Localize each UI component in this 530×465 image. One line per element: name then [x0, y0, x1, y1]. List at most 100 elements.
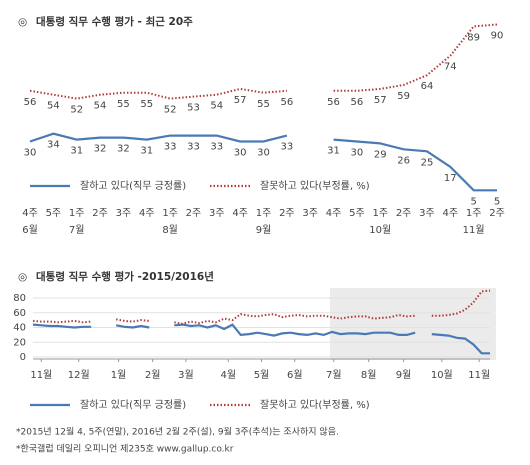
data-label: 56 [24, 97, 37, 108]
y-tick-label: 80 [13, 293, 26, 304]
x-tick-label: 3주 [302, 208, 318, 219]
legend-label: 잘하고 있다(직무 긍정률) [80, 398, 186, 411]
x-tick-label: 3주 [209, 208, 225, 219]
data-label: 57 [234, 95, 247, 106]
x-tick-label: 2주 [186, 208, 202, 219]
x-tick-label: 1주 [466, 208, 482, 219]
data-label: 31 [327, 146, 340, 157]
footnote: *2015년 12월 4, 5주(연말), 2016년 2월 2주(설), 9월… [16, 426, 339, 438]
x-tick-label: 5주 [46, 208, 62, 219]
data-label: 5 [470, 196, 476, 207]
x-tick-label: 5주 [349, 208, 365, 219]
data-label: 59 [397, 91, 410, 102]
x-tick-label: 9월 [396, 369, 412, 381]
x-tick-label: 7월 [326, 369, 342, 381]
x-tick-label: 2주 [279, 208, 295, 219]
series-line [32, 323, 490, 355]
data-label: 52 [70, 105, 83, 116]
data-label: 55 [140, 99, 153, 110]
data-label: 32 [117, 144, 130, 155]
data-label: 32 [94, 144, 107, 155]
data-label: 55 [257, 99, 270, 110]
data-label: 74 [444, 62, 457, 73]
data-label: 33 [210, 142, 223, 153]
x-tick-label: 3주 [116, 208, 132, 219]
data-label: 52 [164, 105, 177, 116]
x-tick-label: 1주 [372, 208, 388, 219]
data-label: 33 [280, 142, 293, 153]
x-tick-label: 1주 [256, 208, 272, 219]
data-label: 34 [47, 140, 60, 151]
x-tick-label: 1월 [111, 369, 127, 381]
series-line [32, 289, 491, 325]
data-label: 56 [351, 97, 364, 108]
x-tick-label: 2주 [92, 208, 108, 219]
x-tick-label: 3주 [419, 208, 435, 219]
series-line [29, 23, 498, 100]
x-month-label: 10월 [369, 224, 391, 236]
x-month-label: 6월 [22, 224, 38, 236]
x-tick-label: 12월 [68, 369, 90, 381]
x-month-label: 7월 [69, 224, 85, 236]
data-label: 33 [187, 142, 200, 153]
x-month-label: 8월 [162, 224, 178, 236]
x-tick-label: 2주 [489, 208, 505, 219]
x-tick-label: 4주 [443, 208, 459, 219]
data-label: 90 [491, 31, 504, 42]
x-tick-label: 6월 [287, 369, 303, 381]
y-tick-label: 0 [20, 352, 26, 363]
x-tick-label: 2주 [396, 208, 412, 219]
data-label: 25 [421, 157, 434, 168]
x-tick-label: 5월 [254, 369, 270, 381]
y-tick-label: 60 [13, 308, 26, 319]
y-tick-label: 40 [13, 323, 26, 334]
legend-label: 잘하고 있다(직무 긍정률) [80, 179, 186, 192]
data-label: 26 [397, 155, 410, 166]
highlight-band [330, 288, 496, 360]
data-label: 17 [444, 173, 457, 184]
x-tick-label: 2월 [145, 369, 161, 381]
series-line [29, 132, 497, 192]
x-tick-label: 8월 [361, 369, 377, 381]
bullet: ◎ [18, 271, 27, 283]
data-label: 30 [257, 148, 270, 159]
x-tick-label: 4주 [22, 208, 38, 219]
data-label: 29 [374, 149, 387, 160]
data-label: 54 [94, 101, 107, 112]
x-tick-label: 1주 [162, 208, 178, 219]
data-label: 56 [327, 97, 340, 108]
data-label: 5 [494, 196, 500, 207]
legend-label: 잘못하고 있다(부정률, %) [260, 398, 370, 411]
data-label: 30 [351, 148, 364, 159]
x-tick-label: 1주 [69, 208, 85, 219]
data-label: 57 [374, 95, 387, 106]
data-label: 54 [210, 101, 223, 112]
chart-title: 대통령 직무 수행 평가 -2015/2016년 [36, 270, 214, 283]
data-label: 30 [24, 148, 37, 159]
x-tick-label: 3월 [178, 369, 194, 381]
x-tick-label: 4주 [139, 208, 155, 219]
x-month-label: 9월 [256, 224, 272, 236]
data-label: 33 [164, 142, 177, 153]
x-month-label: 11월 [463, 224, 485, 236]
x-tick-label: 4주 [326, 208, 342, 219]
bullet: ◎ [18, 16, 27, 28]
x-tick-label: 4월 [220, 369, 236, 381]
x-tick-label: 11월 [30, 369, 52, 381]
data-label: 53 [187, 103, 200, 114]
data-label: 31 [140, 146, 153, 157]
data-label: 89 [467, 32, 480, 43]
x-tick-label: 10월 [431, 369, 453, 381]
data-label: 55 [117, 99, 130, 110]
x-tick-label: 11월 [468, 369, 490, 381]
data-label: 54 [47, 101, 60, 112]
data-label: 56 [280, 97, 293, 108]
chart-title: 대통령 직무 수행 평가 - 최근 20주 [36, 15, 193, 28]
data-label: 31 [70, 146, 83, 157]
footnote: *한국갤럽 데일리 오피니언 제235호 www.gallup.co.kr [16, 443, 234, 455]
data-label: 64 [421, 81, 434, 92]
y-tick-label: 20 [13, 337, 26, 348]
x-tick-label: 4주 [232, 208, 248, 219]
